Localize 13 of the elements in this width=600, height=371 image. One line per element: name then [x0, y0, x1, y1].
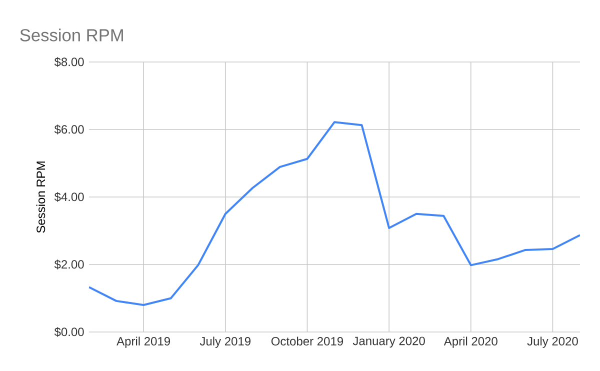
x-tick-label: October 2019	[271, 336, 343, 346]
y-tick-label: $6.00	[54, 124, 84, 134]
y-tick-label: $8.00	[54, 57, 84, 67]
x-tick-label: July 2019	[200, 336, 250, 348]
x-tick-label: July 2020	[527, 336, 578, 348]
y-tick-label: $0.00	[54, 327, 84, 337]
x-tick-label: April 2020	[444, 336, 498, 348]
y-tick-label: $4.00	[54, 192, 84, 202]
chart-title: Session RPM	[20, 28, 123, 42]
x-tick-label: January 2020	[352, 336, 425, 348]
y-axis-title: Session RPM	[36, 162, 46, 233]
y-tick-label: $2.00	[54, 260, 84, 270]
x-tick-label: April 2019	[116, 336, 170, 348]
